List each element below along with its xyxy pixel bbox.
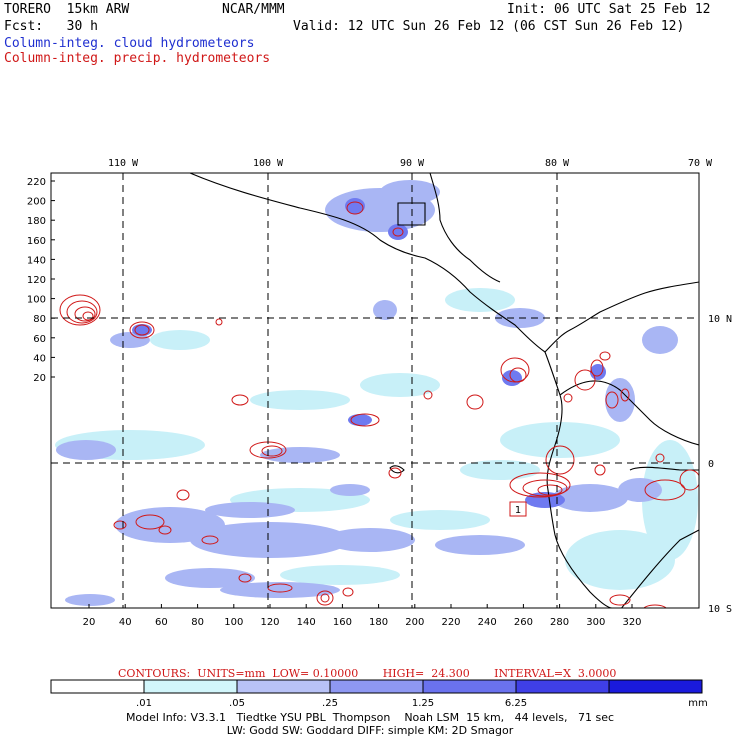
station-marker [509,501,527,517]
legend-label: .25 [322,698,338,708]
lon-label-80w: 80 W [545,158,570,169]
legend-label: .05 [229,698,245,708]
field-precip-label: Column-integ. precip. hydrometeors [4,51,271,66]
lat-label-10s: 10 S [708,604,732,615]
x-tick-label: 200 [405,617,424,628]
y-tick-label: 160 [27,236,46,247]
x-tick-label: 240 [478,617,497,628]
y-tick-label: 60 [33,334,46,345]
x-tick-label: 260 [514,617,533,628]
legend-label: 6.25 [505,698,527,708]
y-tick-label: 140 [27,255,46,266]
lon-label-100w: 100 W [253,158,284,169]
x-tick-label: 60 [155,617,168,628]
legend-label: mm [688,698,707,708]
model-info-line2: LW: Godd SW: Goddard DIFF: simple KM: 2D… [226,724,514,737]
x-tick-label: 300 [586,617,605,628]
lon-label-110w: 110 W [108,158,139,169]
legend-label: .01 [136,698,152,708]
y-tick-label: 180 [27,216,46,227]
model-info-line1: Model Info: V3.3.1 Tiedtke YSU PBL Thomp… [125,711,615,724]
station-label: 1 [515,505,521,516]
lat-label-10n: 10 N [708,314,732,325]
x-tick-label: 220 [441,617,460,628]
y-tick-label: 120 [27,275,46,286]
y-tick-label: 80 [33,314,46,325]
legend-label: 1.25 [412,698,434,708]
y-tick-label: 100 [27,295,46,306]
org-label: NCAR/MMM [222,2,285,17]
x-tick-label: 140 [297,617,316,628]
forecast-map: 1 110 W 100 W 90 W 80 W 70 W 10 N 0 10 S… [27,158,732,628]
x-tick-label: 160 [333,617,352,628]
legend-swatch [515,679,610,694]
color-legend: .01 .05 .25 1.25 6.25 mm [50,679,708,708]
contour-info: CONTOURS: UNITS=mm LOW= 0.10000 HIGH= 24… [118,667,617,680]
x-tick-label: 80 [191,617,204,628]
x-tick-label: 320 [622,617,641,628]
legend-swatch [50,679,145,694]
x-tick-label: 280 [550,617,569,628]
x-tick-label: 40 [119,617,132,628]
coastlines [189,173,699,608]
map-frame [50,172,700,609]
lat-label-0: 0 [708,459,714,470]
legend-swatch [236,679,331,694]
cloud-field [55,180,698,606]
field-cloud-label: Column-integ. cloud hydrometeors [4,36,255,51]
legend-swatch [422,679,517,694]
x-tick-label: 20 [83,617,96,628]
model-title: TORERO 15km ARW [4,2,130,17]
lon-label-70w: 70 W [688,158,713,169]
init-time: Init: 06 UTC Sat 25 Feb 12 [507,2,711,17]
lon-label-90w: 90 W [400,158,425,169]
legend-swatch [143,679,238,694]
y-tick-label: 200 [27,197,46,208]
y-tick-label: 220 [27,177,46,188]
x-tick-label: 120 [260,617,279,628]
forecast-hour: Fcst: 30 h [4,19,98,34]
y-tick-label: 40 [33,353,46,364]
y-tick-label: 20 [33,373,46,384]
legend-swatch [329,679,424,694]
graticule [51,173,699,608]
legend-swatch [608,679,703,694]
x-tick-label: 180 [369,617,388,628]
valid-time: Valid: 12 UTC Sun 26 Feb 12 (06 CST Sun … [293,19,685,34]
x-tick-label: 100 [224,617,243,628]
